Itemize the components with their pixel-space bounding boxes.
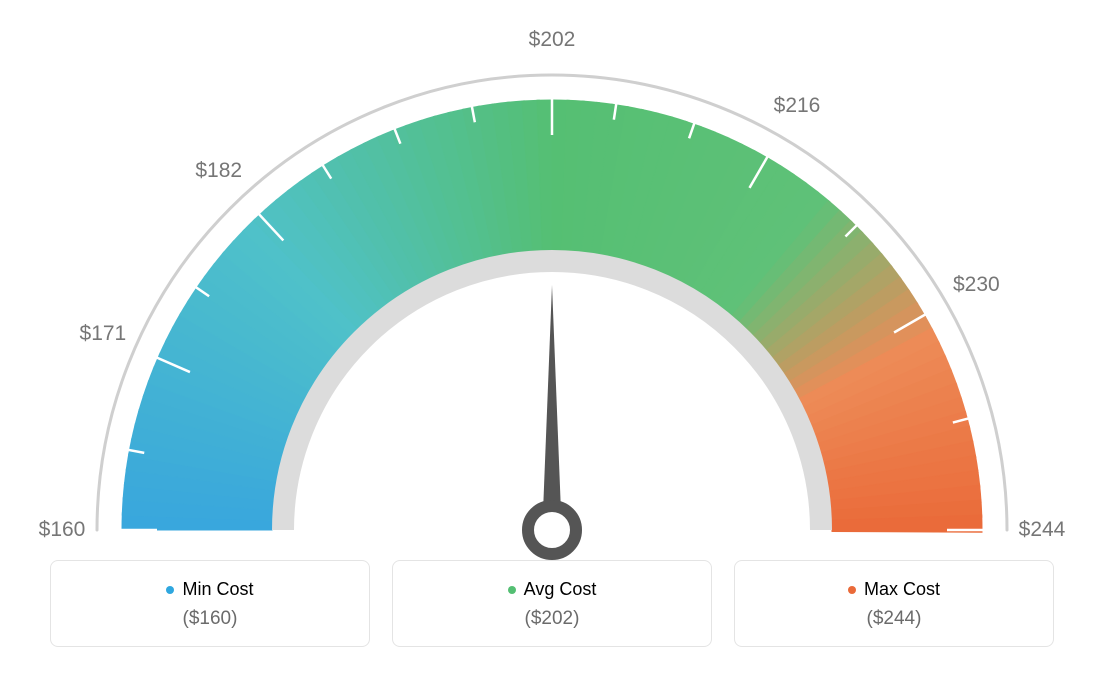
tick-label: $171 [80, 322, 127, 346]
gauge-chart [0, 0, 1104, 560]
legend-card-min: Min Cost ($160) [50, 560, 370, 647]
cost-gauge-container: $160 $171 $182 $202 $216 $230 $244 Min Cost ($… [0, 0, 1104, 690]
legend-value-avg: ($202) [417, 608, 687, 630]
legend-row: Min Cost ($160) Avg Cost ($202) Max Cost… [0, 560, 1104, 647]
tick-label: $160 [39, 518, 86, 542]
legend-card-avg: Avg Cost ($202) [392, 560, 712, 647]
tick-label: $244 [1019, 518, 1066, 542]
tick-label: $216 [774, 94, 821, 118]
legend-text-min: Min Cost [182, 579, 253, 600]
legend-label-min: Min Cost [166, 579, 253, 600]
legend-label-max: Max Cost [848, 579, 940, 600]
legend-dot-max [848, 586, 856, 594]
needle [543, 285, 560, 503]
tick-label: $182 [195, 159, 242, 183]
tick-label: $230 [953, 273, 1000, 297]
legend-value-max: ($244) [759, 608, 1029, 630]
legend-label-avg: Avg Cost [508, 579, 597, 600]
needle-hub [528, 506, 576, 554]
legend-card-max: Max Cost ($244) [734, 560, 1054, 647]
legend-dot-min [166, 586, 174, 594]
legend-value-min: ($160) [75, 608, 345, 630]
tick-label: $202 [529, 28, 576, 52]
gauge-area: $160 $171 $182 $202 $216 $230 $244 [0, 0, 1104, 560]
legend-text-avg: Avg Cost [524, 579, 597, 600]
legend-text-max: Max Cost [864, 579, 940, 600]
legend-dot-avg [508, 586, 516, 594]
